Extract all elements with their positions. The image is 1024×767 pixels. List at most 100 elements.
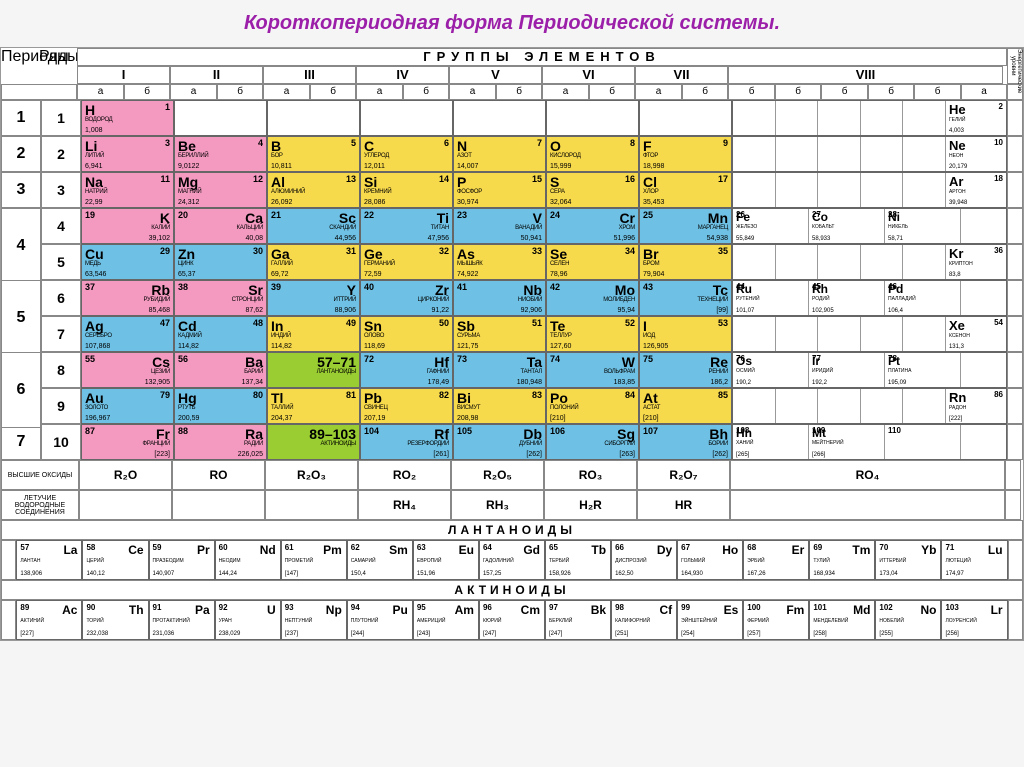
- element-Nb: Nb41НИОБИЙ92,906: [453, 280, 546, 316]
- element-Th: 90ThТОРИЙ232,038: [82, 600, 148, 640]
- element-symbol: N: [457, 138, 467, 154]
- element-symbol: Ti: [437, 210, 449, 226]
- element-symbol: Sr: [248, 282, 263, 298]
- element-I: I53ИОД126,905: [639, 316, 732, 352]
- hydrides-formula: [730, 490, 1005, 520]
- element-name: ФОСФОР: [457, 189, 482, 195]
- element-Tc: Tc43ТЕХНЕЦИЙ[99]: [639, 280, 732, 316]
- element-Ne: Ne10НЕОН20,179: [946, 137, 1006, 171]
- atomic-number: 30: [253, 246, 263, 256]
- element-symbol: W: [622, 354, 635, 370]
- element-symbol: Li: [85, 138, 97, 154]
- groups-title: ГРУППЫ ЭЛЕМЕНТОВ: [77, 48, 1007, 66]
- atomic-number: 74: [550, 354, 560, 364]
- row-9: 9Au79ЗОЛОТО196,967Hg80РТУТЬ200,59Tl81ТАЛ…: [1, 388, 1023, 424]
- atomic-mass: [99]: [716, 307, 728, 314]
- element-name: ТАЛЛИЙ: [271, 405, 293, 411]
- atomic-mass: 95,94: [617, 307, 635, 314]
- element-Tb: 65TbТЕРБИЙ158,926: [545, 540, 611, 580]
- atomic-mass: 63,546: [85, 271, 106, 278]
- actinides-row: 89AcАКТИНИЙ[227]90ThТОРИЙ232,03891PaПРОТ…: [1, 600, 1023, 640]
- element-name: СКАНДИЙ: [329, 225, 356, 231]
- atomic-mass: [261]: [433, 451, 449, 458]
- element-Fr: Fr87ФРАНЦИЙ[223]: [81, 424, 174, 460]
- atomic-mass: 121,75: [457, 343, 478, 350]
- element-symbol: Sg: [617, 426, 635, 442]
- atomic-number: 17: [718, 174, 728, 184]
- atomic-mass: 15,999: [550, 163, 571, 170]
- element-Mn: Mn25МАРГАНЕЦ54,938: [639, 208, 732, 244]
- element-symbol: Po: [550, 390, 568, 406]
- element-Pm: 61PmПРОМЕТИЙ[147]: [281, 540, 347, 580]
- element-Cd: Cd48КАДМИЙ114,82: [174, 316, 267, 352]
- element-Sm: 62SmСАМАРИЙ150,4: [347, 540, 413, 580]
- atomic-mass: 9,0122: [178, 163, 199, 170]
- element-symbol: H: [85, 102, 95, 118]
- hydrides-formula: RH₃: [451, 490, 544, 520]
- element-name: АЛЮМИНИЙ: [271, 189, 305, 195]
- element-name: СЕЛЕН: [550, 261, 569, 267]
- element-name: РУБИДИЙ: [143, 297, 170, 303]
- atomic-number: 87: [85, 426, 95, 436]
- element-name: ЦЕЗИЙ: [151, 369, 170, 375]
- atomic-mass: 32,064: [550, 199, 571, 206]
- atomic-mass: 183,85: [614, 379, 635, 386]
- element-name: БАРИЙ: [244, 369, 263, 375]
- atomic-mass: 24,312: [178, 199, 199, 206]
- atomic-mass: [262]: [712, 451, 728, 458]
- element-Ce: 58CeЦЕРИЙ140,12: [82, 540, 148, 580]
- atomic-mass: 44,956: [335, 235, 356, 242]
- element-Ga: Ga31ГАЛЛИЙ69,72: [267, 244, 360, 280]
- element-Mt: Mt109МЕЙТНЕРИЙ[266]: [809, 425, 885, 459]
- atomic-number: 42: [550, 282, 560, 292]
- atomic-number: 6: [444, 138, 449, 148]
- subgroup-b: б: [403, 84, 450, 100]
- element-La: 57LaЛАНТАН138,906: [16, 540, 82, 580]
- element-Db: Db105ДУБНИЙ[262]: [453, 424, 546, 460]
- atomic-mass: 87,62: [245, 307, 263, 314]
- oxides-formula: RO₂: [358, 460, 451, 490]
- atomic-mass: 204,37: [271, 415, 292, 422]
- atomic-number: 106: [550, 426, 565, 436]
- atomic-mass: 126,905: [643, 343, 668, 350]
- element-As: As33МЫШЬЯК74,922: [453, 244, 546, 280]
- element-Ir: Ir77ИРИДИЙ192,2: [809, 353, 885, 387]
- element-name: ИТТРИЙ: [334, 297, 356, 303]
- atomic-mass: 72,59: [364, 271, 382, 278]
- hydrides-label: ЛЕТУЧИЕ ВОДОРОДНЫЕ СОЕДИНЕНИЯ: [1, 490, 79, 520]
- element-name: РЕНИЙ: [709, 369, 728, 375]
- element-Ca: Ca20КАЛЬЦИЙ40,08: [174, 208, 267, 244]
- element-name: ЛИТИЙ: [85, 153, 104, 159]
- empty-cell: [267, 100, 360, 136]
- period-1: 1: [1, 100, 41, 136]
- element-Yb: 70YbИТТЕРБИЙ173,04: [875, 540, 941, 580]
- element-symbol: V: [533, 210, 542, 226]
- element-name: КАДМИЙ: [178, 333, 202, 339]
- oxides-formula: R₂O₃: [265, 460, 358, 490]
- element-Ba: Ba56БАРИЙ137,34: [174, 352, 267, 388]
- element-Se: Se34СЕЛЕН78,96: [546, 244, 639, 280]
- row-6: 56Rb37РУБИДИЙ85,468Sr38СТРОНЦИЙ87,62Y39И…: [1, 280, 1023, 316]
- element-name: БРОМ: [643, 261, 659, 267]
- element-symbol: At: [643, 390, 658, 406]
- subgroup-b: б: [589, 84, 636, 100]
- element-Cf: 98CfКАЛИФОРНИЙ[251]: [611, 600, 677, 640]
- element-name: КРЕМНИЙ: [364, 189, 391, 195]
- atomic-number: 79: [160, 390, 170, 400]
- element-symbol: Ag: [85, 318, 104, 334]
- element-symbol: Tl: [271, 390, 283, 406]
- element-K: K19КАЛИЙ39,102: [81, 208, 174, 244]
- element-Sc: Sc21СКАНДИЙ44,956: [267, 208, 360, 244]
- element-Te: Te52ТЕЛЛУР127,60: [546, 316, 639, 352]
- element-P: P15ФОСФОР30,974: [453, 172, 546, 208]
- element-name: МАГНИЙ: [178, 189, 201, 195]
- atomic-mass: [223]: [154, 451, 170, 458]
- page-title: Короткопериодная форма Периодической сис…: [0, 0, 1024, 47]
- element-Ge: Ge32ГЕРМАНИЙ72,59: [360, 244, 453, 280]
- atomic-number: 50: [439, 318, 449, 328]
- oxides-formula: RO: [172, 460, 265, 490]
- element-symbol: Cu: [85, 246, 104, 262]
- hydrides-formula: H₂R: [544, 490, 637, 520]
- element-symbol: B: [271, 138, 281, 154]
- atomic-mass: 137,34: [242, 379, 263, 386]
